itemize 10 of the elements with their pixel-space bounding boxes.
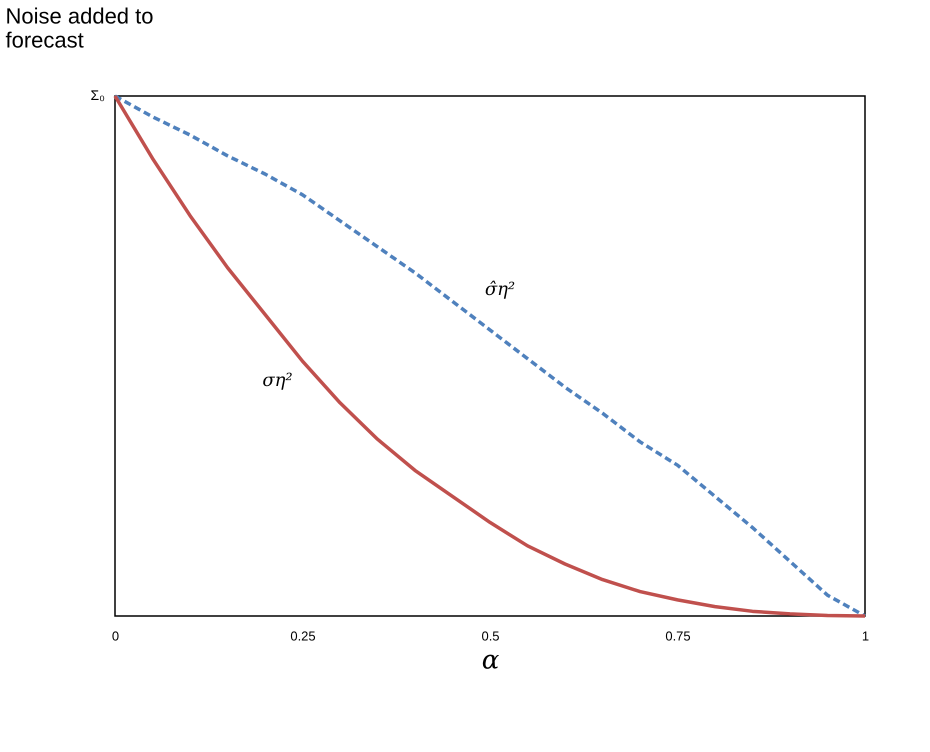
x-tick-label: 0.25 xyxy=(290,628,316,644)
x-tick-label: 0.5 xyxy=(481,628,500,644)
y-axis-title: Noise added to forecast xyxy=(6,4,154,52)
x-axis-title: α xyxy=(482,646,500,676)
x-tick-label: 0 xyxy=(112,628,120,644)
series-label: σ̂η² xyxy=(484,279,516,300)
text: Σ₀ xyxy=(90,87,106,103)
series-label: ση² xyxy=(262,370,293,392)
x-tick-label: 0.75 xyxy=(665,628,691,644)
x-tick-label: 1 xyxy=(862,628,870,644)
